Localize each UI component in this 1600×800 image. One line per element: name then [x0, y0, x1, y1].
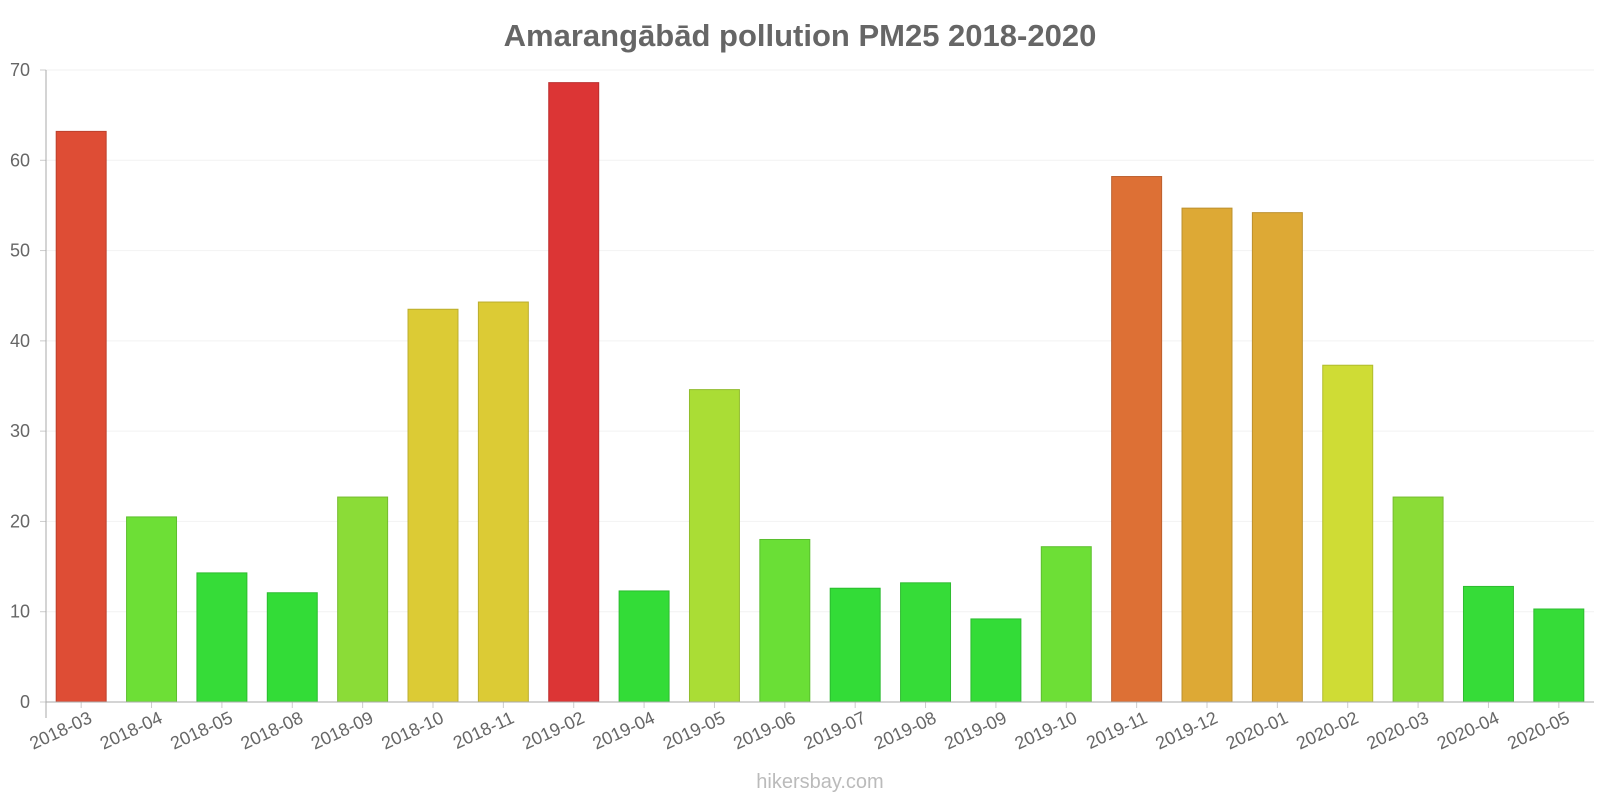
x-tick-label: 2018-04: [97, 707, 165, 753]
credit-text: hikersbay.com: [756, 771, 883, 793]
y-tick-label: 40: [10, 331, 30, 351]
x-tick-label: 2018-03: [27, 707, 95, 753]
x-tick-label: 2018-11: [450, 707, 517, 752]
bar-2018-10: [407, 308, 459, 703]
bar-2020-05: [1533, 608, 1585, 703]
x-tick-label: 2019-02: [519, 707, 587, 753]
x-tick-label: 2020-02: [1293, 707, 1361, 753]
bar-2018-08: [266, 592, 318, 703]
x-tick-label: 2020-03: [1363, 707, 1431, 753]
y-tick-label: 30: [10, 421, 30, 441]
x-tick-label: 2019-12: [1152, 707, 1220, 753]
x-tick-label: 2019-08: [871, 707, 939, 753]
bar-2018-04: [126, 516, 178, 703]
bar-2019-07: [829, 587, 881, 703]
bar-2018-09: [337, 496, 389, 703]
bar-2019-11: [1111, 176, 1163, 703]
x-tick-label: 2020-01: [1223, 707, 1291, 753]
bar-2019-06: [759, 538, 811, 703]
bar-2019-08: [900, 582, 952, 703]
x-tick-label: 2019-10: [1012, 707, 1080, 753]
y-tick-label: 60: [10, 150, 30, 170]
x-tick-label: 2019-06: [730, 707, 798, 753]
bar-2019-05: [688, 389, 740, 703]
x-tick-label: 2019-07: [801, 707, 869, 753]
bar-2018-11: [477, 301, 529, 703]
x-tick-label: 2019-09: [941, 707, 1009, 753]
y-tick-label: 20: [10, 511, 30, 531]
chart-title: Amarangābād pollution PM25 2018-2020: [504, 18, 1097, 53]
bar-2019-02: [548, 82, 600, 703]
x-tick-label: 2018-05: [167, 707, 235, 753]
x-axis-ticks: 2018-03 2018-04 2018-05 2018-08 2018-09 2018-…: [27, 702, 1573, 754]
gridlines: [46, 69, 1594, 613]
x-tick-label: 2019-11: [1083, 707, 1150, 752]
bar-2020-03: [1392, 496, 1444, 703]
bar-2020-01: [1251, 212, 1303, 703]
y-tick-label: 70: [10, 60, 30, 80]
x-tick-label: 2020-05: [1504, 707, 1572, 753]
x-tick-label: 2019-05: [660, 707, 728, 753]
y-tick-label: 10: [10, 602, 30, 622]
y-tick-label: 0: [20, 692, 30, 712]
y-tick-label: 50: [10, 241, 30, 261]
x-tick-label: 2020-04: [1434, 707, 1502, 753]
bar-2018-05: [196, 572, 248, 703]
x-tick-label: 2018-10: [378, 707, 446, 753]
y-axis-ticks: 0 10 20 30 40 50 60 70: [10, 60, 46, 712]
bar-2019-12: [1181, 207, 1233, 703]
bars: [55, 82, 1585, 703]
bar-2020-04: [1462, 585, 1514, 703]
bar-2019-10: [1040, 546, 1092, 703]
bar-2018-03: [55, 130, 107, 703]
x-tick-label: 2018-09: [308, 707, 376, 753]
bar-2019-04: [618, 590, 670, 703]
x-tick-label: 2019-04: [589, 707, 657, 753]
x-tick-label: 2018-08: [238, 707, 306, 753]
bar-2020-02: [1322, 364, 1374, 703]
bar-2019-09: [970, 618, 1022, 703]
